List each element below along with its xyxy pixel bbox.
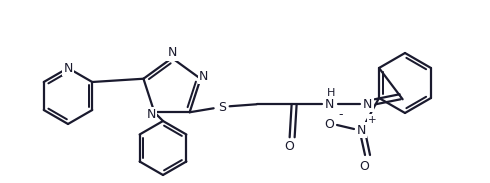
Text: S: S (218, 101, 225, 114)
Text: H: H (326, 88, 335, 98)
Text: N: N (356, 124, 366, 137)
Text: N: N (147, 108, 156, 121)
Text: -: - (339, 109, 343, 122)
Text: O: O (359, 160, 369, 173)
Text: N: N (363, 98, 372, 111)
Text: O: O (324, 119, 334, 132)
Text: O: O (285, 140, 294, 153)
Text: N: N (167, 46, 177, 59)
Text: N: N (63, 61, 73, 74)
Text: N: N (199, 70, 208, 83)
Text: N: N (325, 98, 334, 111)
Text: +: + (368, 115, 376, 125)
